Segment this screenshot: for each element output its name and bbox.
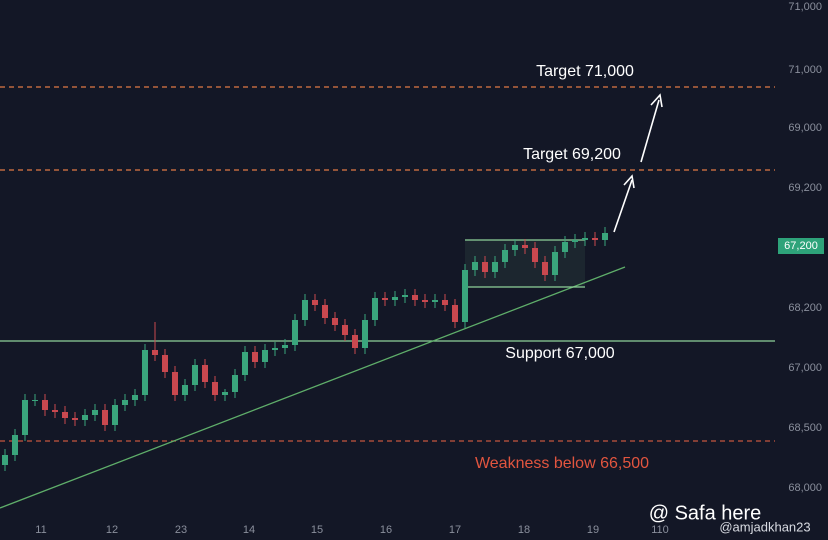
y-tick-label: 67,000	[788, 362, 822, 374]
candle-body	[72, 418, 78, 420]
candle-body	[82, 415, 88, 420]
watermark-handle: @amjadkhan23	[719, 519, 810, 534]
y-tick-label: 71,000	[788, 64, 822, 76]
candle-body	[32, 400, 38, 401]
x-tick-label: 23	[175, 524, 187, 536]
candle-body	[282, 345, 288, 348]
candle-body	[152, 350, 158, 355]
candle-body	[582, 238, 588, 240]
candle-body	[122, 400, 128, 405]
candle-body	[372, 298, 378, 320]
candle-body	[52, 410, 58, 412]
candle-body	[332, 318, 338, 325]
x-tick-label: 18	[518, 524, 530, 536]
candle-body	[262, 350, 268, 362]
candle-body	[502, 250, 508, 262]
y-tick-label: 68,000	[788, 482, 822, 494]
candle-body	[482, 262, 488, 272]
candle-body	[522, 245, 528, 248]
y-tick-label: 68,200	[788, 302, 822, 314]
candle-body	[252, 352, 258, 362]
candle-body	[232, 375, 238, 392]
candle-body	[182, 385, 188, 395]
candle-body	[452, 305, 458, 322]
candle-body	[132, 395, 138, 400]
candle-body	[172, 372, 178, 395]
y-tick-label: 69,200	[788, 182, 822, 194]
x-tick-label: 110	[651, 524, 669, 536]
y-tick-label: 68,500	[788, 422, 822, 434]
candle-body	[272, 348, 278, 350]
candle-body	[412, 295, 418, 300]
candle-body	[12, 435, 18, 455]
candle-body	[62, 412, 68, 418]
candle-body	[292, 320, 298, 345]
candle-body	[312, 300, 318, 305]
candle-body	[382, 298, 388, 300]
candle-body	[432, 300, 438, 302]
candle-body	[102, 410, 108, 425]
candle-body	[322, 305, 328, 318]
candle-body	[472, 262, 478, 270]
candle-body	[592, 238, 598, 240]
candle-body	[2, 455, 8, 465]
level-annotation: Weakness below 66,500	[475, 455, 649, 472]
candle-body	[22, 400, 28, 435]
trend-line	[0, 266, 626, 509]
candle-body	[302, 300, 308, 320]
x-tick-label: 15	[311, 524, 323, 536]
level-annotation: Target 71,000	[536, 63, 634, 80]
candle-body	[492, 262, 498, 272]
current-price-box	[778, 238, 824, 254]
candle-body	[112, 405, 118, 425]
current-price-label: 67,200	[784, 240, 818, 252]
candle-body	[92, 410, 98, 415]
arrow	[640, 99, 660, 163]
x-tick-label: 11	[35, 524, 46, 536]
arrow-head	[623, 174, 635, 189]
candle-body	[242, 352, 248, 375]
candle-body	[532, 248, 538, 262]
candle-body	[162, 355, 168, 372]
candle-body	[402, 295, 408, 297]
candle-body	[562, 242, 568, 252]
candle-body	[352, 335, 358, 348]
arrow-head	[650, 93, 663, 108]
level-annotation: Target 69,200	[523, 146, 621, 163]
candle-body	[422, 300, 428, 302]
candle-body	[442, 300, 448, 305]
watermark: @ Safa here	[649, 502, 762, 524]
arrows	[613, 93, 663, 233]
y-tick-label: 69,000	[788, 122, 822, 134]
x-tick-label: 16	[380, 524, 392, 536]
candle-body	[142, 350, 148, 395]
x-tick-label: 19	[587, 524, 599, 536]
candle-body	[392, 297, 398, 300]
x-tick-label: 14	[243, 524, 255, 536]
candle-body	[462, 270, 468, 322]
candle-body	[202, 365, 208, 382]
level-annotation: Support 67,000	[505, 345, 615, 362]
candle-body	[192, 365, 198, 385]
candle-body	[542, 262, 548, 275]
arrow	[613, 179, 633, 233]
candle-body	[222, 392, 228, 395]
x-tick-label: 12	[106, 524, 118, 536]
y-tick-label: 71,000	[788, 1, 822, 13]
x-tick-label: 17	[449, 524, 461, 536]
candle-body	[602, 233, 608, 240]
candle-body	[512, 245, 518, 250]
candle-body	[42, 400, 48, 410]
candle-body	[342, 325, 348, 335]
candle-body	[212, 382, 218, 395]
candle-body	[552, 252, 558, 275]
candle-body	[362, 320, 368, 348]
candle-body	[572, 240, 578, 242]
